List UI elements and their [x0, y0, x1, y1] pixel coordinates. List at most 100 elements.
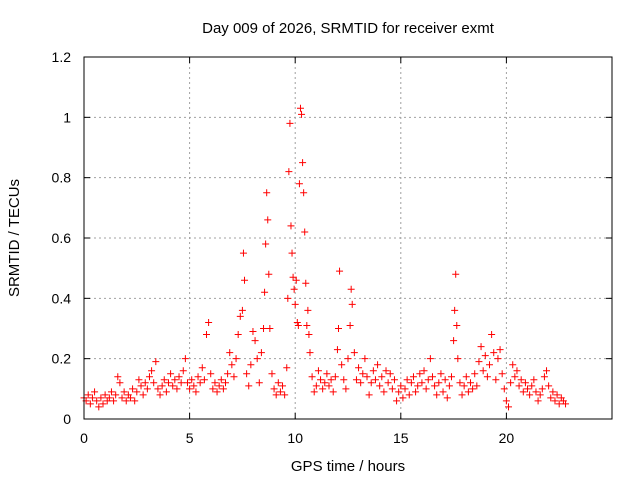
data-point: [454, 355, 462, 363]
data-point: [403, 376, 411, 384]
data-point: [543, 367, 551, 375]
data-point: [251, 337, 259, 345]
data-point: [359, 370, 367, 378]
data-point: [361, 355, 369, 363]
data-point: [451, 306, 459, 314]
data-point: [107, 388, 115, 396]
x-tick-label: 0: [80, 430, 88, 446]
data-point: [232, 355, 240, 363]
data-point: [228, 361, 236, 369]
data-point: [253, 355, 261, 363]
data-point: [528, 382, 536, 390]
data-point: [426, 355, 434, 363]
data-point: [412, 388, 420, 396]
data-point: [272, 391, 280, 399]
data-point: [505, 403, 513, 411]
data-point: [279, 382, 287, 390]
data-point: [213, 388, 221, 396]
data-point: [234, 331, 242, 339]
data-point: [453, 321, 461, 329]
data-point: [305, 331, 313, 339]
data-point: [437, 370, 445, 378]
data-point: [200, 376, 208, 384]
data-point: [126, 394, 134, 402]
data-point: [475, 358, 483, 366]
data-point: [420, 367, 428, 375]
data-point: [507, 379, 515, 387]
data-point: [526, 391, 534, 399]
data-point: [289, 273, 297, 281]
x-tick-label: 20: [499, 430, 515, 446]
data-point: [409, 373, 417, 381]
data-point: [190, 382, 198, 390]
y-tick-label: 1.2: [52, 49, 72, 65]
data-point: [540, 373, 548, 381]
data-point: [202, 331, 210, 339]
data-points: [80, 104, 570, 411]
data-point: [496, 346, 504, 354]
data-point: [422, 385, 430, 393]
data-point: [301, 228, 309, 236]
data-point: [346, 321, 354, 329]
data-point: [95, 403, 103, 411]
data-point: [386, 370, 394, 378]
data-point: [219, 385, 227, 393]
data-point: [261, 288, 269, 296]
data-point: [158, 382, 166, 390]
data-point: [298, 110, 306, 118]
data-point: [317, 376, 325, 384]
data-point: [97, 394, 105, 402]
data-point: [536, 391, 544, 399]
data-point: [118, 394, 126, 402]
data-point: [395, 388, 403, 396]
data-point: [162, 388, 170, 396]
data-point: [555, 400, 563, 408]
chart-title: Day 009 of 2026, SRMTID for receiver exm…: [202, 20, 495, 37]
data-point: [447, 373, 455, 381]
data-point: [310, 388, 318, 396]
x-tick-label: 15: [393, 430, 409, 446]
data-point: [243, 370, 251, 378]
data-point: [169, 382, 177, 390]
data-point: [284, 294, 292, 302]
data-point: [334, 325, 342, 332]
data-point: [312, 382, 320, 390]
data-point: [209, 385, 217, 393]
data-point: [371, 376, 379, 384]
data-point: [369, 367, 377, 375]
data-point: [348, 300, 356, 308]
y-tick-label: 1: [63, 109, 71, 125]
data-point: [553, 391, 561, 399]
data-point: [306, 349, 314, 357]
data-point: [435, 379, 443, 387]
data-point: [441, 376, 449, 384]
data-point: [145, 373, 153, 381]
data-point: [494, 355, 502, 363]
data-point: [460, 382, 468, 390]
data-point: [378, 373, 386, 381]
data-point: [276, 388, 284, 396]
data-point: [265, 270, 273, 278]
x-tick-labels: 0 5 10 15 20: [80, 430, 514, 446]
data-point: [291, 300, 299, 308]
data-point: [363, 373, 371, 381]
data-point: [466, 379, 474, 387]
data-point: [217, 376, 225, 384]
data-point: [329, 388, 337, 396]
data-point: [293, 318, 301, 326]
data-point: [314, 367, 322, 375]
data-point: [365, 391, 373, 399]
data-point: [397, 382, 405, 390]
data-point: [319, 385, 327, 393]
data-point: [390, 376, 398, 384]
x-axis-label: GPS time / hours: [291, 458, 405, 475]
data-point: [186, 385, 194, 393]
data-point: [255, 379, 263, 387]
data-point: [120, 388, 128, 396]
data-point: [196, 379, 204, 387]
data-point: [488, 331, 496, 339]
data-point: [347, 285, 355, 293]
data-point: [416, 370, 424, 378]
data-point: [198, 364, 206, 372]
data-point: [340, 376, 348, 384]
